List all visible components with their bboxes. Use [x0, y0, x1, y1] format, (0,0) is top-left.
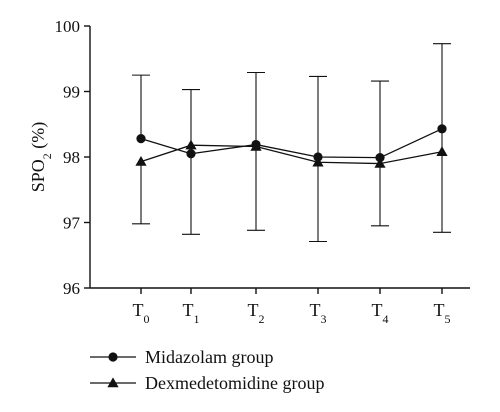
circle-marker — [375, 153, 385, 163]
triangle-marker — [135, 155, 147, 166]
y-tick-label: 99 — [63, 83, 80, 102]
legend-label: Dexmedetomidine group — [145, 373, 324, 393]
series-line-0 — [140, 128, 443, 159]
legend: Midazolam group Dexmedetomidine group — [90, 347, 324, 393]
error-bars — [132, 43, 451, 243]
circle-marker — [186, 149, 196, 159]
triangle-marker — [374, 157, 386, 168]
triangle-marker — [312, 156, 324, 167]
circle-marker — [437, 124, 447, 134]
series-lines — [140, 128, 443, 165]
series-markers — [135, 124, 448, 168]
legend-circle-marker — [108, 352, 118, 362]
triangle-marker — [185, 139, 197, 150]
circle-marker — [136, 134, 146, 144]
y-tick-label: 98 — [63, 148, 80, 167]
x-tick-label: T0 — [133, 300, 150, 326]
y-axis-label: SPO2 (%) — [28, 122, 54, 193]
triangle-marker — [250, 140, 262, 151]
y-tick-label: 96 — [63, 279, 80, 298]
y-tick-label: 100 — [55, 17, 81, 36]
x-tick-label: T1 — [183, 300, 200, 326]
legend-triangle-marker — [107, 377, 119, 388]
x-tick-label: T4 — [372, 300, 389, 326]
series-line-1 — [140, 144, 443, 165]
x-tick-label: T5 — [434, 300, 451, 326]
x-tick-label: T2 — [248, 300, 265, 326]
axes: 96 97 98 99 100 SPO2 (%) T0 T1 T2 T3 T4 T5 — [28, 17, 470, 326]
y-tick-label: 97 — [63, 214, 81, 233]
triangle-marker — [436, 146, 448, 156]
x-tick-label: T3 — [310, 300, 327, 326]
legend-label: Midazolam group — [145, 347, 273, 367]
